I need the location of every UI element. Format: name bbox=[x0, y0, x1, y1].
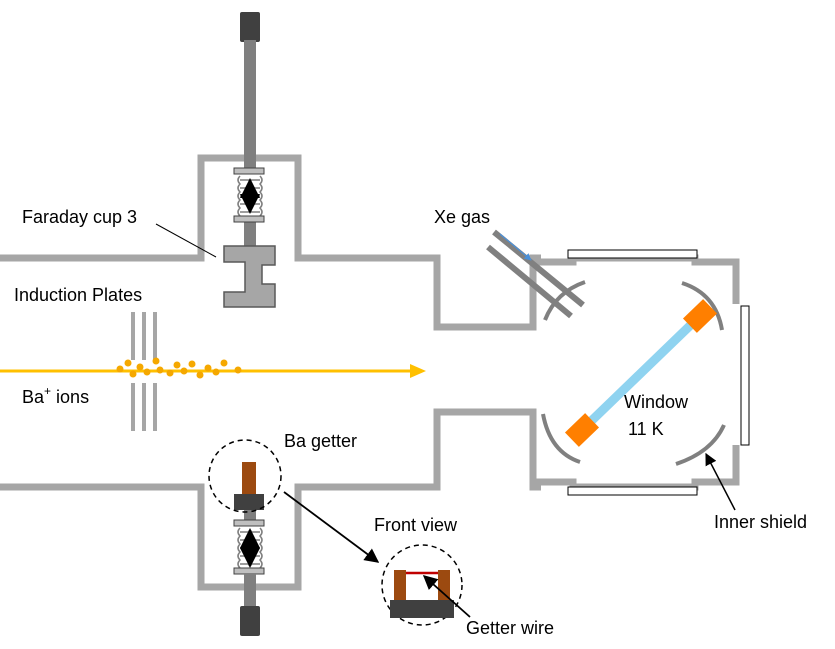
gas-tube-outer-1 bbox=[492, 229, 585, 308]
bottom-manipulator bbox=[233, 462, 265, 636]
front-view-circle bbox=[381, 544, 463, 626]
xe-gas-inlet bbox=[486, 229, 585, 319]
upper-chamber-wall bbox=[0, 154, 541, 331]
inner-shield-pointer bbox=[705, 452, 736, 511]
ion-particle bbox=[234, 366, 242, 374]
xe-gas-label: Xe gas bbox=[434, 207, 490, 227]
ion-particle bbox=[143, 368, 151, 376]
cold-window bbox=[564, 299, 718, 447]
window-glass bbox=[580, 312, 704, 432]
ion-particle bbox=[156, 366, 164, 374]
window-label: Window bbox=[624, 392, 689, 412]
ion-particle bbox=[136, 363, 144, 371]
getter-front-base bbox=[390, 600, 454, 618]
ion-particle bbox=[116, 365, 124, 373]
getter-wire-pointer bbox=[422, 575, 471, 618]
induction-plate bbox=[131, 383, 135, 431]
top-rod bbox=[244, 40, 256, 170]
getter-base bbox=[234, 494, 264, 510]
bottom-bellows-plate-lower bbox=[233, 567, 265, 575]
ion-particle bbox=[196, 371, 204, 379]
temperature-label: 11 K bbox=[628, 419, 664, 439]
ion-particle bbox=[152, 357, 160, 365]
inner-shield-label: Inner shield bbox=[714, 512, 807, 532]
shield-arc-bottom-left bbox=[541, 413, 581, 464]
ion-particle bbox=[173, 361, 181, 369]
ba-getter-highlight bbox=[208, 439, 282, 513]
top-rod-cap bbox=[240, 12, 260, 42]
ba-ions-label: Ba+ ions bbox=[22, 384, 89, 407]
induction-plate bbox=[142, 312, 146, 360]
faraday-cup-label: Faraday cup 3 bbox=[22, 207, 137, 227]
ba-ion-particles bbox=[116, 357, 242, 379]
bottom-flange bbox=[567, 486, 698, 496]
ba-getter-label: Ba getter bbox=[284, 431, 357, 451]
top-bellows-plate-upper bbox=[233, 167, 265, 175]
induction-plates-label: Induction Plates bbox=[14, 285, 142, 305]
induction-plate bbox=[153, 312, 157, 360]
window-holder-lower bbox=[564, 413, 600, 447]
induction-plate bbox=[131, 312, 135, 360]
getter-left-post bbox=[394, 570, 406, 602]
ba-ions-superscript: + bbox=[44, 384, 51, 398]
inner-shield bbox=[541, 280, 726, 466]
bottom-bellows-plate-upper bbox=[233, 519, 265, 527]
induction-plates bbox=[131, 312, 157, 431]
ion-particle bbox=[212, 368, 220, 376]
ion-particle bbox=[124, 359, 132, 367]
bottom-rod bbox=[244, 574, 256, 608]
ion-particle bbox=[166, 369, 174, 377]
top-bellows-plate-lower bbox=[233, 215, 265, 223]
shield-arc-top-left bbox=[543, 280, 586, 321]
ion-particle bbox=[220, 359, 228, 367]
ba-ions-rest: ions bbox=[51, 387, 89, 407]
right-flange bbox=[740, 305, 750, 446]
faraday-cup-shape bbox=[223, 245, 276, 308]
faraday-cup-pointer bbox=[155, 223, 217, 258]
getter-wire-label: Getter wire bbox=[466, 618, 554, 638]
ba-ions-main: Ba bbox=[22, 387, 45, 407]
lower-chamber-wall bbox=[0, 408, 541, 591]
front-view-pointer bbox=[283, 491, 380, 563]
front-view-detail bbox=[381, 544, 471, 626]
ion-beam-arrowhead bbox=[410, 364, 426, 378]
ion-particle bbox=[188, 360, 196, 368]
gas-tube-outer-2 bbox=[486, 244, 573, 319]
top-rod-lower bbox=[244, 220, 256, 248]
bottom-rod-cap bbox=[240, 606, 260, 636]
ion-particle bbox=[180, 367, 188, 375]
top-manipulator bbox=[223, 12, 276, 308]
induction-plate bbox=[142, 383, 146, 431]
top-flange bbox=[567, 249, 698, 259]
shield-arc-top-right bbox=[681, 281, 724, 331]
window-holder-upper bbox=[682, 299, 718, 333]
getter-right-post bbox=[438, 570, 450, 602]
front-view-label: Front view bbox=[374, 515, 458, 535]
getter-post bbox=[242, 462, 256, 494]
gas-flow-arrow bbox=[499, 233, 532, 261]
bottom-rod-upper bbox=[244, 510, 256, 522]
ion-particle bbox=[204, 364, 212, 372]
induction-plate bbox=[153, 383, 157, 431]
shield-arc-bottom-right bbox=[675, 424, 726, 466]
ion-particle bbox=[129, 370, 137, 378]
